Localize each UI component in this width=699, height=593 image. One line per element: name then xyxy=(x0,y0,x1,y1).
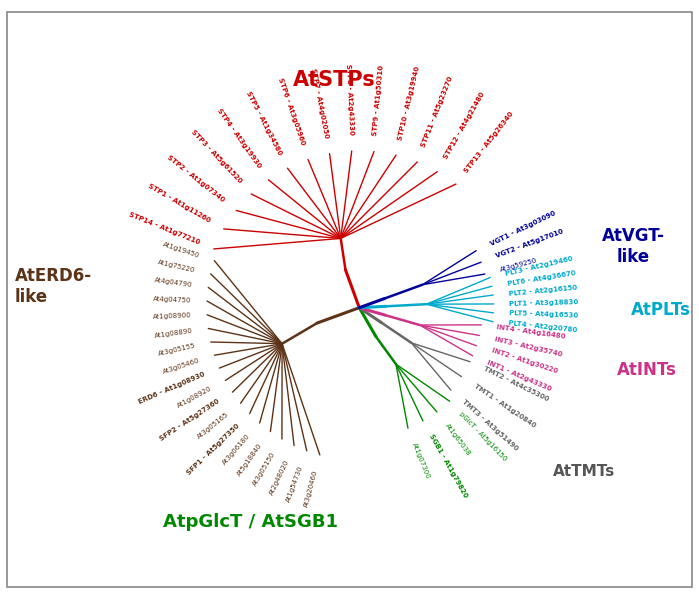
Text: STP11 - At5g23270: STP11 - At5g23270 xyxy=(420,76,454,148)
Text: At1g08920: At1g08920 xyxy=(176,385,213,409)
Text: STP10 - At3g19940: STP10 - At3g19940 xyxy=(397,65,420,141)
Text: AtPLTs: AtPLTs xyxy=(630,301,691,320)
Text: At3g06180: At3g06180 xyxy=(222,433,252,466)
Text: STP3 - At5g61520: STP3 - At5g61520 xyxy=(189,129,243,184)
Text: AtSTPs: AtSTPs xyxy=(293,70,375,90)
Text: At2g48020: At2g48020 xyxy=(268,458,290,496)
Text: STP8 - At2g43330: STP8 - At2g43330 xyxy=(345,64,354,135)
Text: At1g65038: At1g65038 xyxy=(444,423,472,457)
Text: SGB1 - At1g79820: SGB1 - At1g79820 xyxy=(428,433,468,499)
Text: At3g05150: At3g05150 xyxy=(252,451,277,487)
Text: At3g05165: At3g05165 xyxy=(196,411,230,439)
Text: STP1 - At1g11260: STP1 - At1g11260 xyxy=(147,183,212,224)
Text: pGlcT - At5g16150: pGlcT - At5g16150 xyxy=(459,410,508,461)
Text: STP7 - At4g02050: STP7 - At4g02050 xyxy=(310,68,329,139)
Text: AtpGlcT / AtSGB1: AtpGlcT / AtSGB1 xyxy=(164,514,338,531)
Text: STP6 - At3g05960: STP6 - At3g05960 xyxy=(277,76,305,146)
Text: AtTMTs: AtTMTs xyxy=(553,464,615,479)
Text: AtINTs: AtINTs xyxy=(617,361,677,378)
Text: AtVGT-
like: AtVGT- like xyxy=(601,228,665,266)
Text: PLT6 - At4g36670: PLT6 - At4g36670 xyxy=(507,270,576,286)
Text: At1g08890: At1g08890 xyxy=(154,328,193,339)
Text: VGT1 - At3g03090: VGT1 - At3g03090 xyxy=(489,209,556,247)
Text: At3g05155: At3g05155 xyxy=(157,343,196,357)
Text: PLT3 - At2g19460: PLT3 - At2g19460 xyxy=(505,256,574,277)
Text: AtERD6-
like: AtERD6- like xyxy=(15,267,92,306)
Text: STP5 - At1g34580: STP5 - At1g34580 xyxy=(245,90,283,155)
Text: PLT1 - At3g18830: PLT1 - At3g18830 xyxy=(510,299,579,307)
Text: SFP1 - At5g27350: SFP1 - At5g27350 xyxy=(185,422,240,476)
Text: ERD6 - At1g08930: ERD6 - At1g08930 xyxy=(138,372,206,406)
Text: At4g04790: At4g04790 xyxy=(154,277,193,288)
Text: TMT3 - At3g51490: TMT3 - At3g51490 xyxy=(461,398,519,452)
Text: PLT5 - At4g16530: PLT5 - At4g16530 xyxy=(509,311,579,319)
Text: PLT2 - At2g16150: PLT2 - At2g16150 xyxy=(508,284,577,296)
Text: At1g75220: At1g75220 xyxy=(157,259,196,273)
Text: At4g04750: At4g04750 xyxy=(153,296,192,304)
Text: At3g20460: At3g20460 xyxy=(303,469,319,508)
Text: STP12 - At4g21480: STP12 - At4g21480 xyxy=(442,91,486,160)
Text: STP9 - At1g50310: STP9 - At1g50310 xyxy=(373,65,385,136)
Text: STP14 - At1g77210: STP14 - At1g77210 xyxy=(128,212,201,246)
Text: INT2 - At1g30220: INT2 - At1g30220 xyxy=(491,347,558,375)
Text: At1g08900: At1g08900 xyxy=(152,313,192,320)
Text: At3g59250: At3g59250 xyxy=(499,257,538,273)
Text: INT1 - At2g43330: INT1 - At2g43330 xyxy=(486,359,552,392)
Text: At5g18840: At5g18840 xyxy=(236,442,264,477)
Text: At1g07300: At1g07300 xyxy=(411,442,431,480)
Text: At3g05460: At3g05460 xyxy=(162,357,201,375)
Text: At1g19450: At1g19450 xyxy=(162,241,201,259)
Text: PLT4 - At2g20780: PLT4 - At2g20780 xyxy=(508,320,578,334)
Text: STP4 - At3g19930: STP4 - At3g19930 xyxy=(216,107,262,169)
Text: VGT2 - At5g17010: VGT2 - At5g17010 xyxy=(495,229,564,260)
Text: STP2 - At1g07340: STP2 - At1g07340 xyxy=(166,154,226,203)
Text: SFP2 - At5g27360: SFP2 - At5g27360 xyxy=(159,398,221,442)
Text: TMT2 - At4c35300: TMT2 - At4c35300 xyxy=(483,366,550,403)
Text: STP13 - At5g26340: STP13 - At5g26340 xyxy=(463,110,514,174)
Text: At1g54730: At1g54730 xyxy=(285,464,304,503)
Text: TMT1 - At1g20840: TMT1 - At1g20840 xyxy=(473,383,537,429)
Text: INT3 - At2g35740: INT3 - At2g35740 xyxy=(494,336,563,358)
Text: INT4 - At4g16480: INT4 - At4g16480 xyxy=(496,324,566,340)
